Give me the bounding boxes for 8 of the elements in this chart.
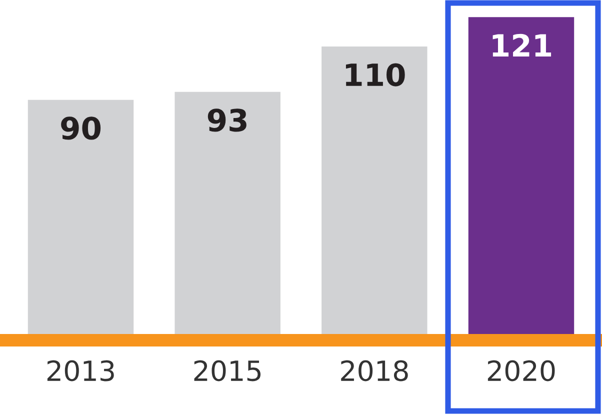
data-label: 121 (492, 34, 552, 57)
data-label: 110 (346, 63, 405, 86)
data-label: 90 (61, 116, 101, 140)
x-tick-label: 2013 (47, 360, 114, 382)
x-tick-label: 2020 (488, 360, 555, 382)
data-label: 93 (208, 108, 246, 132)
x-tick-label: 2015 (194, 360, 261, 382)
x-tick-label: 2018 (341, 360, 408, 382)
